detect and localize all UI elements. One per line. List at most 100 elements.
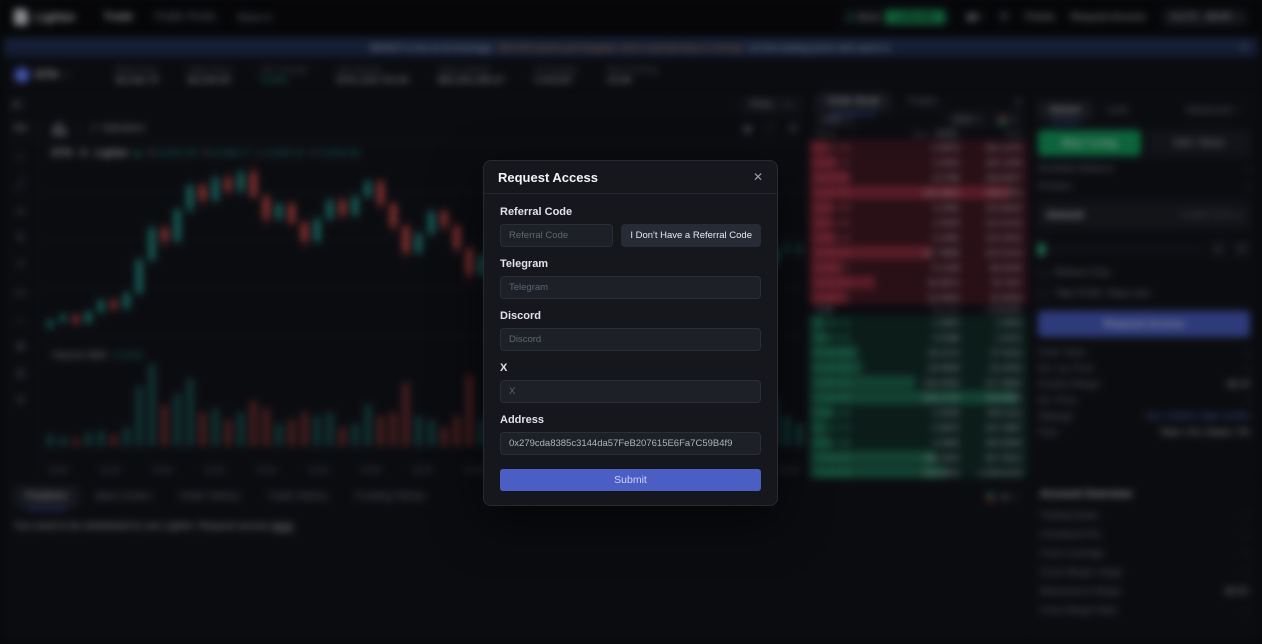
banner-text: $PAINT is live at 3x leverage. (370, 42, 495, 54)
detail-label: Est. Liq. Price (1038, 363, 1094, 373)
price-grouping-dropdown[interactable]: 0.01 ▾ (816, 112, 857, 128)
submit-button[interactable]: Submit (500, 469, 761, 491)
ask-row[interactable]: 3,045.97 55.8874 78.7937 (810, 275, 1028, 290)
crosshair-tool-icon[interactable]: + (16, 150, 24, 164)
bid-row[interactable]: 3,044.72 156.0608 217.6862 (810, 375, 1028, 390)
chart-settings-icon[interactable]: ⚙ (788, 123, 798, 135)
nav-item-trade[interactable]: Trade (103, 10, 134, 23)
positions-panel: Positions Open Orders Order History Trade H… (4, 480, 1028, 638)
tab-trade-history[interactable]: Trade History (267, 491, 328, 502)
magnet-tool-icon[interactable]: Ω (16, 366, 25, 380)
tpsl-checkbox[interactable]: Take Profit / Stop Loss (1038, 288, 1250, 299)
request-access-button[interactable]: Request Access (1038, 311, 1250, 337)
whitelist-notice: You need to be whitelisted to use Lighte… (14, 521, 1018, 532)
text-tool-icon[interactable]: T (16, 258, 25, 272)
bid-row[interactable]: 3,043.21 156.4944 607.0913 (810, 450, 1028, 465)
tab-market[interactable]: Market (1038, 100, 1093, 123)
col-size-unit: ETH (932, 128, 960, 140)
layout-icon[interactable]: ▤ (12, 98, 22, 110)
brand[interactable]: Lighter (14, 9, 76, 25)
price-mode-dropdown[interactable]: Price ▾ (740, 95, 800, 113)
sell-short-button[interactable]: Sell / Short (1147, 130, 1250, 156)
bid-row[interactable]: 3,045.71 1.0853 1.0853 (810, 315, 1028, 330)
zoom-tool-icon[interactable]: ⊕ (15, 339, 26, 353)
buy-long-button[interactable]: Buy / Long (1038, 130, 1141, 156)
bid-row[interactable]: 3,043.74 0.9875 447.0987 (810, 420, 1028, 435)
tab-positions[interactable]: Positions (14, 486, 79, 510)
ask-row[interactable]: 3,046.98 3.2482 215.8625 (810, 200, 1028, 215)
tab-funding-history[interactable]: Funding History (355, 491, 426, 502)
tab-order-history[interactable]: Order History (180, 491, 240, 502)
spread-label: Spread (931, 305, 960, 315)
bid-row[interactable]: 3,044.60 226.1722 443.8584 (810, 390, 1028, 405)
ask-row[interactable]: 3,047.35 8.2788 296.8547 (810, 170, 1028, 185)
delete-tool-icon[interactable]: ✕ (15, 393, 26, 407)
brush-tool-icon[interactable]: ✎ (15, 231, 26, 245)
address-input[interactable] (500, 432, 761, 455)
points-link[interactable]: Points (1025, 11, 1055, 23)
amount-input[interactable]: Amount 0.0000 ETH ▾ (1038, 201, 1250, 229)
ask-row[interactable]: 3,046.39 5.3482 210.2615 (810, 230, 1028, 245)
stat-index-price: Index Price $3,049.95 (188, 64, 231, 86)
request-access-here-link[interactable]: here (272, 521, 293, 532)
book-layout-dropdown[interactable]: ▾ (992, 112, 1022, 128)
account-row-value: - (1245, 605, 1248, 615)
amount-slider[interactable] (1038, 242, 1202, 256)
ask-row[interactable]: 3,047.47 3.2953 300.1499 (810, 155, 1028, 170)
indicators-button[interactable]: ƒ Indicators (91, 123, 145, 134)
telegram-input[interactable] (500, 276, 761, 299)
collapse-icon[interactable]: ❯ (1014, 96, 1022, 106)
camera-icon[interactable]: ◉ (742, 123, 753, 135)
tab-trades[interactable]: Trades (907, 96, 938, 107)
fullscreen-icon[interactable]: ⛶ (766, 122, 775, 134)
ask-row[interactable]: 3,047.56 0.9875 301.1375 (810, 140, 1028, 155)
depth-bar (810, 466, 946, 478)
request-access-link[interactable]: Request Access (1070, 11, 1146, 23)
history-filter-dropdown[interactable]: All ▾ (987, 492, 1018, 502)
no-referral-code-button[interactable]: I Don't Have a Referral Code (621, 224, 761, 247)
slider-edit-icon[interactable]: ✎ (1234, 241, 1250, 257)
bid-row[interactable]: 3,045.38 26.0175 27.6416 (810, 345, 1028, 360)
measure-tool-icon[interactable]: ↔ (14, 312, 27, 326)
bid-row[interactable]: 3,043.05 236.4804 1,208.6133 (810, 465, 1028, 478)
timeframe-button[interactable]: 5m (14, 123, 28, 134)
ask-row[interactable]: 3,046.27 8.1308 86.9245 (810, 260, 1028, 275)
account-row-cross-margin-usage: Cross Margin Usage - (1040, 567, 1248, 577)
price: 3,046.39 (816, 232, 851, 243)
slider-handle[interactable] (1038, 242, 1045, 256)
discord-input[interactable] (500, 328, 761, 351)
banner-close-icon[interactable]: ✕ (1239, 42, 1248, 54)
ask-row[interactable]: 3,046.90 2.3528 212.6143 (810, 215, 1028, 230)
tab-order-book[interactable]: Order Book (816, 92, 892, 115)
trendline-tool-icon[interactable]: ╱ (16, 177, 25, 191)
x-input[interactable] (500, 380, 761, 403)
tab-limit[interactable]: Limit (1106, 104, 1128, 116)
chart-type-icon[interactable] (52, 121, 66, 136)
reduce-only-checkbox[interactable]: Reduce Only (1038, 267, 1250, 278)
nav-item-public-pools[interactable]: Public Pools (155, 10, 216, 23)
settings-gear-icon[interactable]: ⚙ (999, 10, 1010, 23)
size: 156.0608 (922, 377, 960, 388)
depth-bar (810, 276, 876, 289)
bid-row[interactable]: 3,044.43 2.2528 446.1112 (810, 405, 1028, 420)
bid-row[interactable]: 3,044.98 33.9838 61.6254 (810, 360, 1028, 375)
referral-code-input[interactable] (500, 224, 614, 247)
slider-settings-icon[interactable]: ≡ (1210, 241, 1226, 257)
tab-open-orders[interactable]: Open Orders (94, 491, 153, 502)
bid-row[interactable]: 3,043.38 3.4982 450.5969 (810, 435, 1028, 450)
bid-row[interactable]: 3,045.63 0.5388 1.6241 (810, 330, 1028, 345)
shapes-tool-icon[interactable]: ▭ (14, 285, 27, 299)
unit-dropdown[interactable]: ETH ▾ (946, 112, 988, 128)
nav-item-more[interactable]: More ▾ (237, 11, 272, 24)
sound-toggle[interactable]: ▾ (966, 12, 983, 22)
modal-close-icon[interactable]: ✕ (752, 170, 763, 184)
fib-tool-icon[interactable]: ≡ (16, 204, 24, 218)
ask-row[interactable]: 3,046.31 117.9888 204.9133 (810, 245, 1028, 260)
tab-advanced[interactable]: Advanced ▾ (1174, 101, 1250, 120)
wallet-address-button[interactable]: 0x279...9B4f9 ▾ (1161, 7, 1248, 27)
account-row-label: Maintenance Margin (1040, 586, 1122, 596)
symbol-selector[interactable]: ◆ ETH ▾ (14, 67, 100, 83)
ask-row[interactable]: 3,045.76 22.9063 22.9063 (810, 290, 1028, 305)
size: 236.4804 (922, 467, 960, 478)
ask-row[interactable]: 3,047.21 225.3853 288.5759 (810, 185, 1028, 200)
